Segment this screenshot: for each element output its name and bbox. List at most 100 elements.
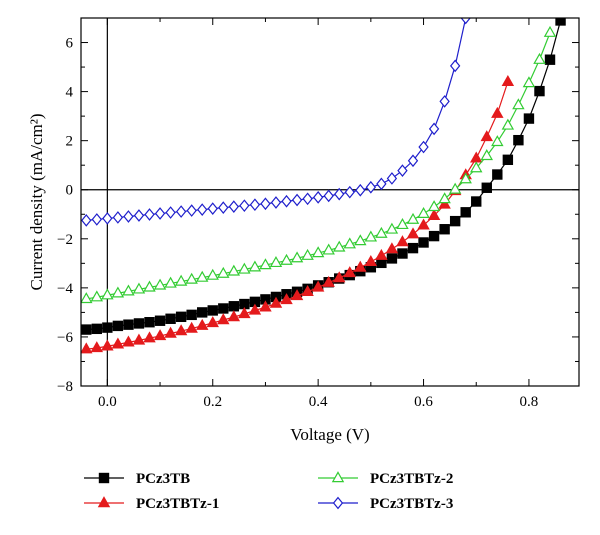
data-point: [481, 182, 492, 193]
y-axis: −8 −6 −4 −2 0 2 4 6: [57, 17, 579, 395]
x-tick-label: 0.6: [414, 394, 433, 410]
data-point: [418, 237, 429, 248]
data-point: [227, 310, 241, 322]
data-point: [480, 130, 494, 142]
data-point: [543, 25, 557, 37]
y-tick-label: 2: [66, 134, 74, 150]
data-point: [501, 74, 515, 86]
data-point: [376, 177, 387, 191]
data-point: [195, 318, 209, 330]
data-point: [334, 187, 345, 201]
data-point: [81, 292, 93, 304]
legend-item: PCz3TBTz-3: [318, 496, 453, 512]
data-point: [206, 316, 219, 328]
data-point: [290, 289, 304, 301]
data-point: [185, 321, 198, 333]
y-tick-label: −8: [57, 379, 73, 395]
data-point: [197, 307, 208, 318]
data-point: [407, 242, 419, 254]
y-axis-title: Current density (mA/cm²): [27, 114, 46, 291]
data-point: [270, 196, 282, 209]
data-point: [428, 122, 440, 136]
y-tick-label: −6: [57, 330, 73, 346]
data-point: [144, 208, 155, 221]
data-point: [406, 212, 420, 224]
data-point: [459, 172, 472, 184]
data-point: [123, 319, 134, 330]
data-point: [428, 230, 440, 242]
data-point: [122, 335, 135, 347]
y-tick-label: 0: [66, 183, 74, 199]
data-point: [132, 282, 146, 294]
data-point: [534, 85, 545, 97]
data-point: [386, 253, 398, 264]
data-point: [332, 271, 346, 283]
x-axis-title: Voltage (V): [290, 425, 369, 444]
legend-item: PCz3TBTz-1: [84, 496, 219, 512]
data-point: [154, 207, 166, 220]
data-point: [154, 315, 166, 326]
data-point: [260, 197, 271, 211]
data-point: [186, 204, 197, 217]
data-point: [81, 342, 93, 354]
plot-frame: [80, 17, 580, 387]
data-point: [312, 190, 324, 204]
legend-marker: [97, 496, 111, 508]
data-point: [491, 106, 504, 118]
data-point: [491, 135, 504, 147]
data-point: [355, 183, 366, 197]
data-point: [280, 293, 293, 305]
data-point: [322, 243, 335, 255]
legend-item: PCz3TBTz-2: [318, 471, 453, 487]
data-point: [375, 226, 388, 238]
data-point: [301, 248, 314, 260]
data-point: [144, 317, 155, 328]
data-point: [175, 205, 187, 218]
data-point: [133, 318, 145, 329]
data-point: [143, 280, 156, 292]
data-point: [186, 309, 197, 321]
data-point: [174, 324, 188, 336]
legend-marker: [98, 472, 110, 484]
data-point: [207, 202, 218, 215]
data-point: [259, 258, 272, 270]
data-point: [386, 172, 398, 185]
data-point: [111, 337, 125, 349]
data-point: [449, 59, 461, 73]
data-point: [354, 260, 367, 272]
data-point: [132, 333, 146, 345]
series-PCz3TBTz-1: [81, 74, 515, 354]
data-point: [512, 98, 525, 110]
legend-label: PCz3TBTz-3: [370, 496, 453, 512]
y-tick-label: 6: [66, 36, 74, 52]
y-tick-label: −4: [57, 281, 73, 297]
data-point: [122, 284, 135, 296]
data-point: [343, 237, 356, 249]
data-point: [197, 203, 208, 216]
data-point: [90, 290, 104, 302]
data-point: [502, 154, 514, 166]
data-point: [523, 113, 535, 124]
data-point: [195, 270, 209, 282]
data-point: [174, 274, 188, 286]
data-point: [311, 280, 325, 292]
data-point: [501, 118, 515, 130]
data-point: [269, 256, 283, 268]
data-point: [407, 154, 419, 168]
data-point: [165, 313, 176, 324]
data-point: [91, 213, 102, 226]
series-line: [86, 32, 551, 300]
data-point: [460, 207, 471, 218]
data-point: [417, 218, 430, 230]
data-point: [143, 331, 156, 343]
data-point: [133, 209, 145, 222]
data-point: [438, 192, 451, 204]
data-point: [217, 266, 230, 278]
legend-label: PCz3TB: [136, 471, 190, 487]
data-point: [343, 266, 356, 278]
data-point: [259, 300, 272, 312]
y-tick-label: −2: [57, 232, 73, 248]
data-point: [406, 227, 420, 239]
x-tick-label: 0.0: [98, 394, 117, 410]
